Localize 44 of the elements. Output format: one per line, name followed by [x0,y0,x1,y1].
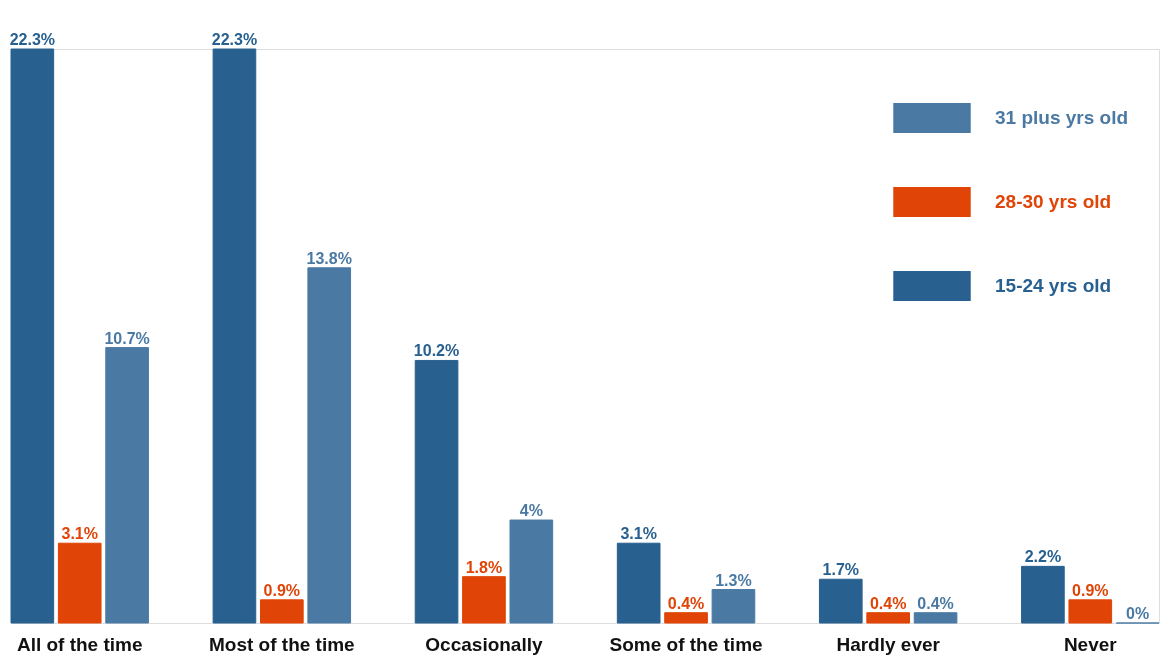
bar [664,612,708,624]
data-label: 1.7% [822,561,860,579]
legend-label: 28-30 yrs old [995,191,1112,212]
bar [260,599,304,624]
bar [462,576,506,624]
bar [711,589,756,624]
data-label: 1.3% [715,571,752,589]
data-label: 22.3% [9,31,56,48]
bar [509,519,554,624]
bar [212,48,257,624]
bar [913,612,958,624]
x-tick-label: Most of the time [209,633,355,655]
x-tick-label: Hardly ever [836,633,941,655]
bar [307,267,352,624]
data-label: 0.9% [1072,581,1109,599]
bar [818,578,863,624]
bar [1068,599,1113,624]
bar [105,347,149,624]
data-label: 10.2% [413,342,460,360]
data-label: 0.9% [263,581,301,599]
bar [414,359,459,624]
data-label: 22.3% [211,31,258,48]
data-label: 3.1% [620,525,657,543]
data-label: 0.4% [667,594,705,612]
data-label: 10.7% [104,329,150,347]
legend-label: 15-24 yrs old [995,275,1112,296]
data-label: 3.1% [61,525,98,543]
bar [10,48,55,624]
x-tick-label: All of the time [16,633,143,655]
bar [866,612,910,624]
data-label: 0.4% [917,594,954,612]
x-tick-label: Occasionally [425,633,543,655]
data-label: 2.2% [1024,548,1062,566]
data-label: 1.8% [465,558,503,576]
data-label: 4% [519,502,543,520]
data-label: 0% [1126,605,1150,622]
bar [1021,565,1065,624]
x-tick-label: Never [1063,633,1118,655]
data-label: 13.8% [306,249,352,267]
bar [57,542,102,624]
x-tick-label: Some of the time [609,633,763,655]
legend-label: 31 plus yrs old [995,107,1129,128]
bar [616,542,661,624]
data-label: 0.4% [869,594,907,612]
